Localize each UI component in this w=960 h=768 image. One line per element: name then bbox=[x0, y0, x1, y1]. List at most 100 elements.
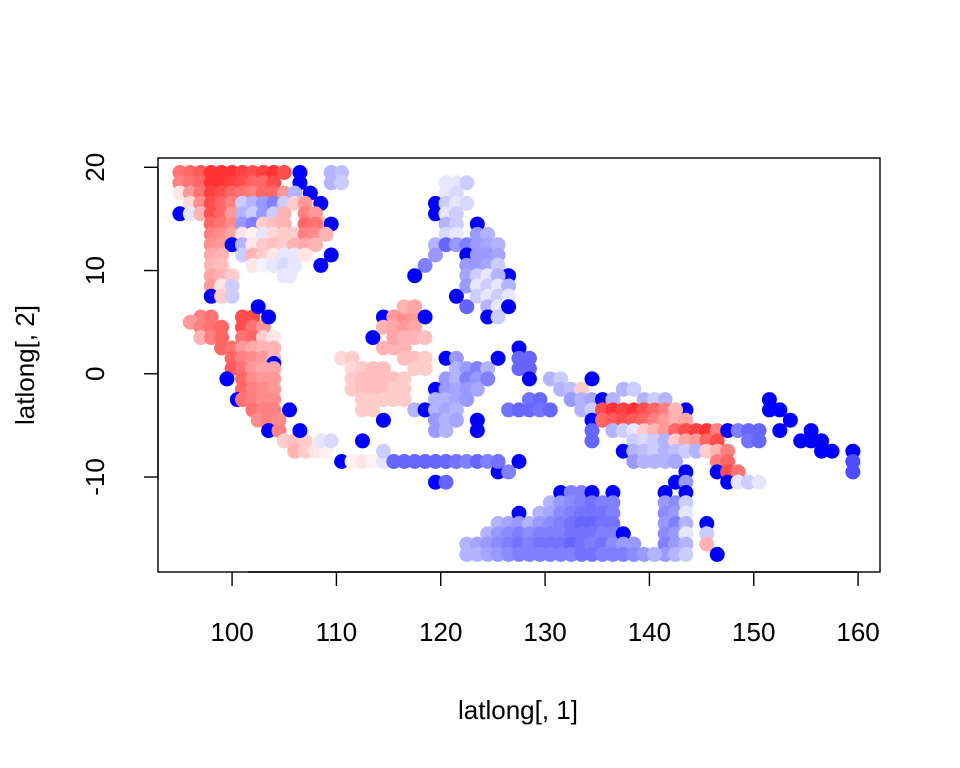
data-point bbox=[563, 485, 579, 500]
data-point bbox=[459, 195, 475, 211]
data-point bbox=[297, 206, 313, 222]
data-point bbox=[459, 536, 475, 552]
data-point bbox=[355, 361, 370, 377]
data-point bbox=[266, 257, 282, 273]
data-point bbox=[203, 237, 219, 253]
data-point bbox=[459, 546, 475, 562]
data-point bbox=[668, 454, 683, 469]
data-point bbox=[563, 516, 579, 531]
data-point bbox=[203, 175, 219, 191]
data-point bbox=[678, 402, 694, 418]
data-point bbox=[584, 546, 600, 562]
data-point bbox=[605, 423, 621, 439]
data-point bbox=[438, 392, 454, 408]
data-point bbox=[428, 402, 443, 418]
data-point bbox=[626, 546, 642, 562]
y-tick-label: 20 bbox=[80, 153, 110, 182]
data-point bbox=[224, 288, 240, 304]
data-point bbox=[480, 371, 496, 387]
data-point bbox=[490, 516, 506, 531]
data-point bbox=[553, 526, 569, 542]
data-point bbox=[657, 526, 673, 542]
data-point bbox=[438, 350, 454, 366]
data-point bbox=[584, 495, 600, 511]
data-point bbox=[574, 402, 590, 418]
data-point bbox=[511, 516, 527, 531]
data-point bbox=[688, 433, 704, 449]
data-point bbox=[407, 402, 423, 418]
data-point bbox=[657, 443, 673, 459]
data-point bbox=[203, 309, 219, 325]
data-point bbox=[542, 371, 558, 387]
data-point bbox=[709, 464, 725, 480]
x-tick-label: 130 bbox=[523, 617, 566, 647]
data-point bbox=[407, 330, 423, 346]
data-point bbox=[469, 268, 485, 284]
data-point bbox=[448, 237, 464, 253]
data-point bbox=[245, 350, 261, 366]
data-point bbox=[605, 536, 621, 552]
data-point bbox=[172, 206, 188, 222]
data-point bbox=[563, 536, 579, 552]
data-point bbox=[741, 433, 756, 449]
data-point bbox=[365, 381, 381, 397]
data-point bbox=[595, 546, 610, 562]
data-point bbox=[245, 247, 261, 263]
data-point bbox=[266, 185, 282, 201]
data-point bbox=[193, 206, 209, 222]
data-point bbox=[235, 392, 250, 408]
data-point bbox=[521, 350, 537, 366]
data-point bbox=[490, 257, 506, 273]
data-point bbox=[615, 536, 631, 552]
data-point bbox=[203, 216, 219, 232]
data-point bbox=[657, 402, 673, 418]
data-point bbox=[730, 474, 746, 490]
data-point bbox=[501, 516, 517, 531]
data-point bbox=[182, 206, 198, 222]
data-point bbox=[375, 412, 391, 428]
data-point bbox=[235, 165, 250, 180]
data-point bbox=[287, 443, 303, 459]
data-point bbox=[182, 195, 198, 211]
data-point bbox=[490, 350, 506, 366]
data-point bbox=[553, 546, 569, 562]
data-point bbox=[266, 381, 282, 397]
data-point bbox=[595, 536, 610, 552]
data-point bbox=[490, 299, 506, 315]
data-point bbox=[375, 454, 391, 469]
data-point bbox=[574, 546, 590, 562]
data-point bbox=[584, 505, 600, 521]
data-point bbox=[511, 361, 527, 377]
data-point bbox=[553, 536, 569, 552]
data-point bbox=[297, 216, 313, 232]
data-point bbox=[678, 412, 694, 428]
data-point bbox=[297, 237, 313, 253]
data-point bbox=[699, 516, 715, 531]
data-point bbox=[647, 433, 663, 449]
data-point bbox=[709, 546, 725, 562]
data-point bbox=[803, 423, 819, 439]
data-point bbox=[255, 237, 271, 253]
data-point bbox=[266, 371, 282, 387]
data-point bbox=[469, 257, 485, 273]
data-point bbox=[214, 319, 230, 335]
data-point bbox=[266, 216, 282, 232]
data-point bbox=[480, 361, 496, 377]
data-point bbox=[287, 237, 303, 253]
data-point bbox=[532, 516, 548, 531]
data-point bbox=[276, 195, 292, 211]
data-point bbox=[193, 175, 209, 191]
data-point bbox=[235, 247, 250, 263]
data-point bbox=[657, 485, 673, 500]
data-point bbox=[193, 195, 209, 211]
data-point bbox=[282, 402, 297, 418]
data-point bbox=[720, 454, 736, 469]
data-point bbox=[255, 185, 271, 201]
data-point bbox=[678, 536, 694, 552]
data-point bbox=[584, 516, 600, 531]
data-point bbox=[469, 412, 485, 428]
data-point bbox=[428, 381, 443, 397]
data-point bbox=[584, 423, 600, 439]
data-point bbox=[235, 185, 250, 201]
